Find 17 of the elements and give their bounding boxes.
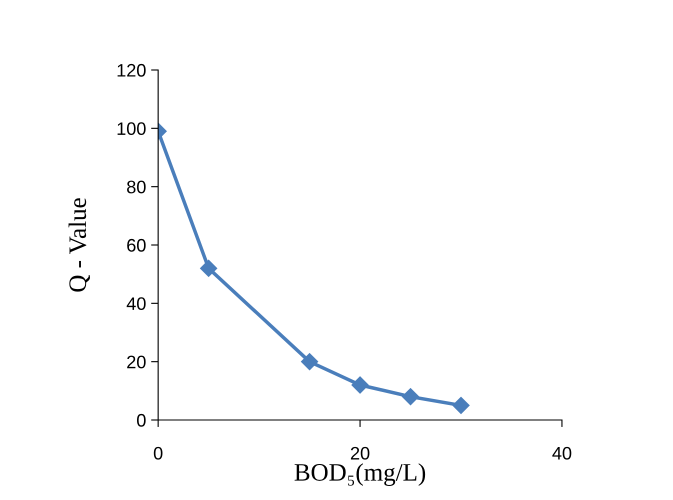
y-tick-label: 20 <box>127 356 146 368</box>
y-axis-title: Q - Value <box>68 198 90 292</box>
y-tick-label: 120 <box>118 64 146 77</box>
point <box>301 353 318 370</box>
x-axis-title: BOD₅(mg/L) <box>294 463 426 486</box>
point <box>200 260 218 277</box>
y-tick-label: 60 <box>127 238 146 252</box>
point <box>352 376 369 394</box>
point <box>452 396 470 414</box>
y-tick-label: 40 <box>126 297 146 310</box>
x-tick-label: 40 <box>552 446 572 460</box>
x-tick-label: 0 <box>154 446 162 460</box>
x-tick-label: 20 <box>350 446 370 460</box>
y-tick-label: 0 <box>137 414 146 427</box>
y-tick-label: 80 <box>127 180 146 194</box>
y-tick-label: 100 <box>118 122 146 136</box>
point <box>402 388 420 406</box>
